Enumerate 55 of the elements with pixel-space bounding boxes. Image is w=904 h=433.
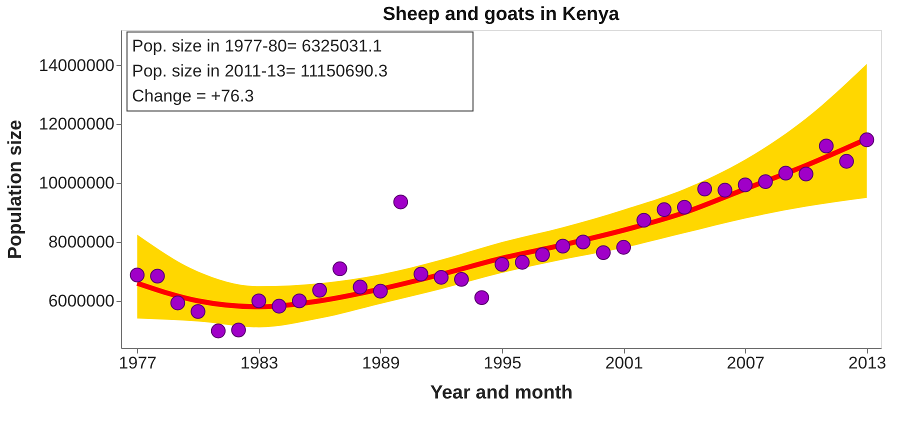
point [535, 247, 550, 262]
point [474, 290, 490, 306]
point [373, 284, 388, 299]
point [150, 268, 165, 284]
y-tick-label: 10000000 [38, 174, 114, 193]
point [393, 194, 408, 210]
point [454, 272, 469, 287]
point [434, 270, 449, 285]
point [190, 304, 206, 319]
point [718, 182, 732, 198]
point [656, 202, 672, 217]
point [596, 245, 611, 260]
point [231, 322, 246, 338]
annotation: Pop. size in 1977-80= 6325031.1 [132, 36, 382, 56]
y-tick-label: 6000000 [48, 291, 114, 310]
point [272, 298, 286, 314]
y-tick-label: 14000000 [38, 56, 114, 75]
point [798, 166, 814, 182]
point [514, 254, 530, 270]
point [332, 261, 348, 276]
point [758, 174, 773, 190]
point [352, 280, 368, 294]
point [697, 182, 712, 196]
point [251, 294, 266, 308]
y-tick-label: 8000000 [48, 232, 114, 252]
point [576, 234, 590, 250]
x-tick-label: 1995 [484, 354, 522, 372]
point [778, 166, 794, 180]
point [636, 212, 652, 228]
point [839, 154, 854, 169]
point [130, 268, 145, 282]
x-tick-label: 1989 [362, 354, 400, 372]
x-axis-title: Year and month [430, 382, 573, 404]
point [677, 200, 692, 215]
point [210, 324, 226, 338]
point [616, 240, 632, 255]
point [170, 296, 186, 310]
x-tick-label: 2013 [848, 354, 886, 372]
point [738, 178, 753, 192]
x-tick-label: 2007 [726, 354, 765, 372]
x-tick-label: 2001 [605, 354, 644, 372]
point [312, 282, 328, 298]
point [494, 257, 510, 272]
x-tick-label: 1983 [240, 354, 278, 372]
annotation: Change = +76.3 [132, 86, 254, 106]
y-tick-label: 12000000 [38, 114, 114, 134]
annotation: Pop. size in 2011-13= 11150690.3 [132, 62, 388, 80]
point [555, 238, 570, 254]
point [414, 266, 428, 282]
x-tick-label: 1977 [118, 354, 157, 372]
point [292, 294, 307, 308]
point [859, 132, 874, 148]
chart-title: Sheep and goats in Kenya [382, 4, 620, 25]
y-axis-title: Population size [4, 120, 26, 260]
point [818, 138, 834, 154]
